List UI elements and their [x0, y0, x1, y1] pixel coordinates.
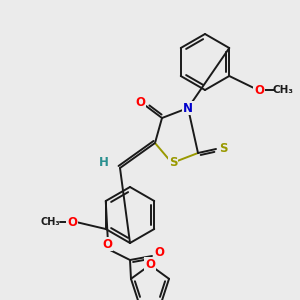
- Text: O: O: [135, 95, 145, 109]
- Text: O: O: [154, 245, 164, 259]
- Text: CH₃: CH₃: [272, 85, 293, 95]
- Text: O: O: [254, 83, 264, 97]
- Text: CH₃: CH₃: [40, 217, 60, 227]
- Text: O: O: [67, 215, 77, 229]
- Text: S: S: [219, 142, 227, 155]
- Text: S: S: [169, 157, 177, 169]
- Text: N: N: [183, 101, 193, 115]
- Text: O: O: [145, 259, 155, 272]
- Text: O: O: [102, 238, 112, 250]
- Text: H: H: [99, 157, 109, 169]
